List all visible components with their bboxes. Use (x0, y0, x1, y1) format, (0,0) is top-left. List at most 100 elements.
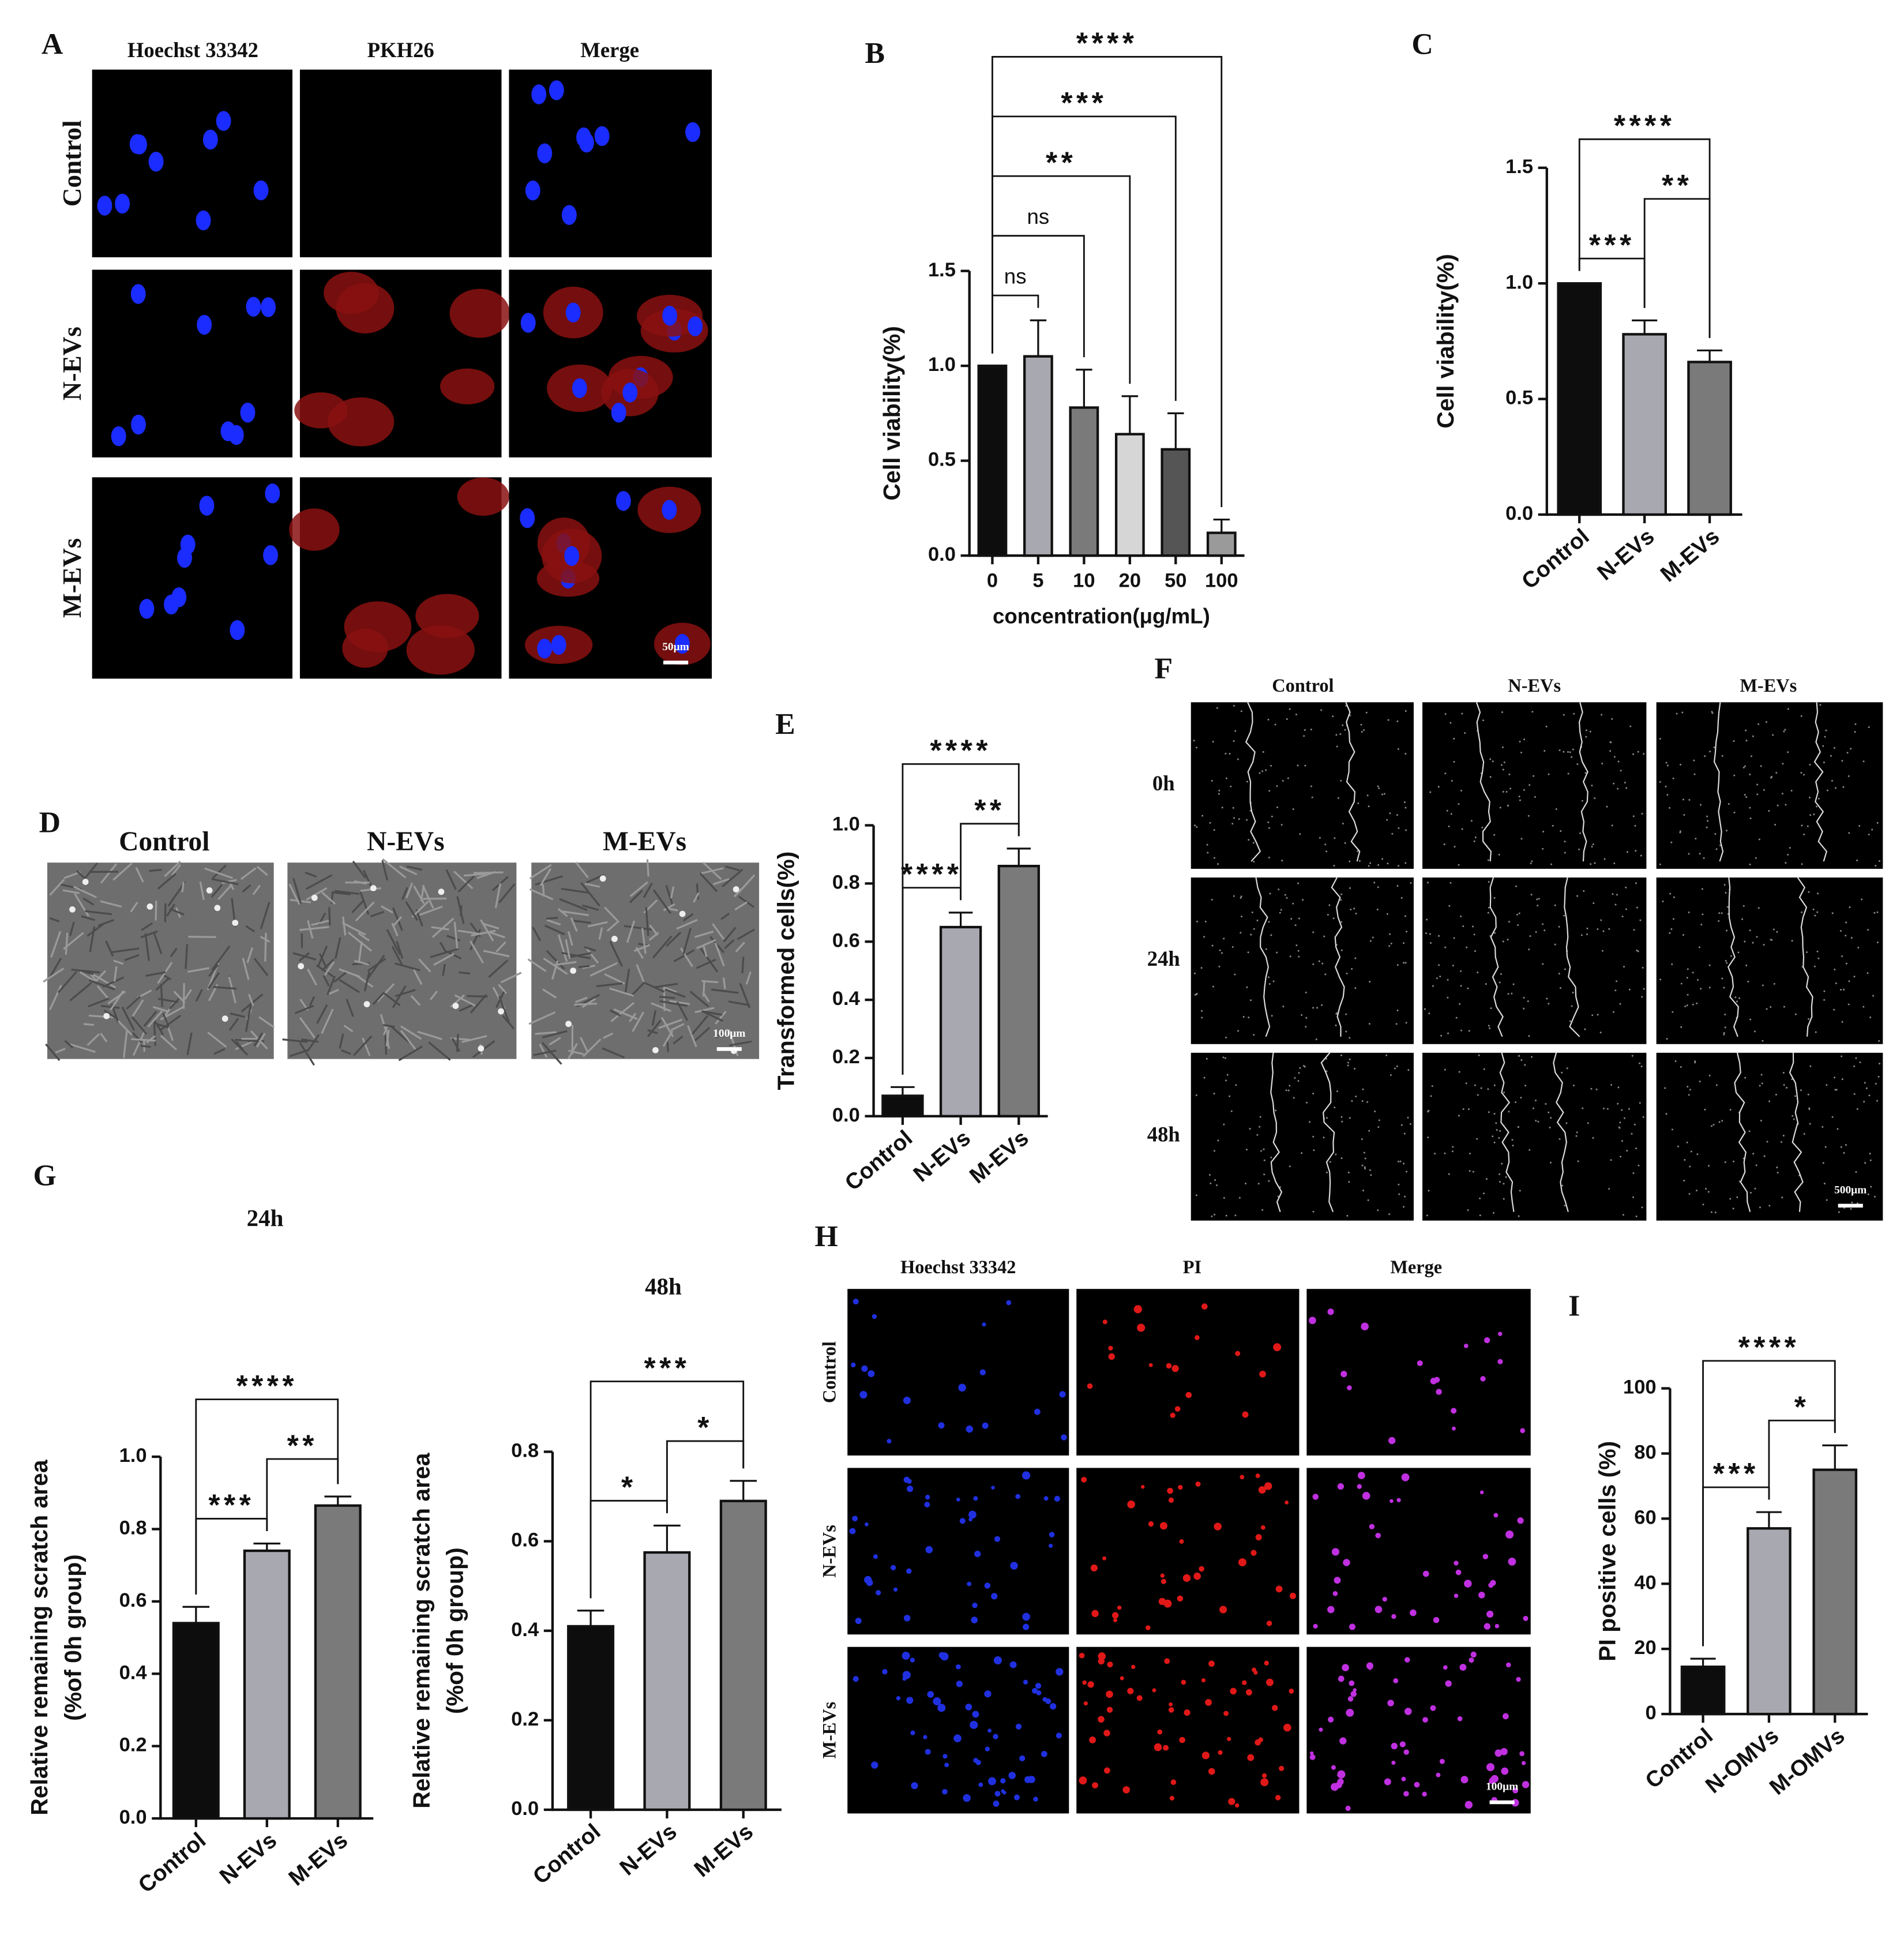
stained-nucleus (902, 1652, 910, 1660)
speckle (1723, 987, 1725, 989)
speckle (1432, 985, 1434, 987)
cell-texture (147, 1010, 163, 1027)
stained-nucleus (1289, 1688, 1294, 1694)
speckle (1315, 1038, 1317, 1041)
stained-nucleus (1439, 1758, 1445, 1764)
stained-nucleus (1266, 1678, 1274, 1686)
speckle (1269, 892, 1271, 895)
y-tick-label: 0.0 (119, 1806, 147, 1828)
blue-nucleus (196, 210, 211, 231)
speckle (1474, 950, 1476, 952)
speckle (1688, 911, 1690, 913)
speckle (1225, 777, 1227, 779)
speckle (1297, 1080, 1300, 1082)
bright-cell (679, 910, 686, 917)
speckle (1632, 1196, 1635, 1198)
cell-texture (164, 903, 167, 922)
speckle (1500, 973, 1502, 975)
stained-nucleus (859, 1391, 867, 1399)
speckle (1548, 773, 1550, 775)
cell-texture (213, 986, 237, 990)
speckle (1809, 1065, 1812, 1067)
y-axis-label: (%of 0h group) (442, 1547, 468, 1714)
stained-nucleus (959, 1518, 966, 1524)
stained-nucleus (1506, 1662, 1511, 1668)
speckle (1313, 1149, 1315, 1152)
cell-texture (89, 926, 96, 952)
speckle (1544, 749, 1546, 752)
speckle (1453, 737, 1455, 740)
speckle (1364, 1166, 1366, 1168)
stained-nucleus (1266, 1621, 1272, 1626)
speckle (1452, 965, 1454, 967)
stained-nucleus (861, 1365, 868, 1372)
speckle (1276, 806, 1279, 808)
cell-texture (235, 1041, 253, 1051)
cell-texture (99, 1032, 108, 1042)
cell-texture (535, 1031, 557, 1035)
cell-texture (362, 1037, 371, 1056)
speckle (1733, 811, 1736, 813)
speckle (1641, 1206, 1643, 1209)
cell-texture (113, 966, 118, 982)
speckle (1713, 747, 1715, 749)
stained-nucleus (1167, 1487, 1173, 1494)
stained-nucleus (1087, 1681, 1094, 1688)
speckle (1593, 902, 1595, 905)
row-label: Control (819, 1341, 840, 1403)
speckle (1564, 841, 1566, 843)
y-tick-label: 0.0 (928, 543, 956, 565)
cell-texture (596, 982, 623, 988)
speckle (1876, 822, 1879, 824)
cell-texture (81, 915, 96, 921)
cell-texture (62, 889, 80, 894)
speckle (1729, 1198, 1732, 1200)
speckle (1759, 1085, 1761, 1087)
blue-nucleus (594, 126, 610, 147)
speckle (1625, 886, 1627, 888)
cell-texture (288, 883, 301, 905)
cell-texture (689, 991, 709, 1008)
speckle (1669, 932, 1671, 934)
speckle (1545, 1102, 1547, 1105)
speckle (1219, 949, 1221, 951)
blue-nucleus (97, 196, 112, 216)
speckle (1304, 764, 1306, 767)
cell-texture (100, 863, 118, 884)
speckle (1789, 847, 1791, 849)
micrograph-background (1076, 1289, 1300, 1456)
speckle (1458, 803, 1460, 805)
cell-texture (168, 998, 180, 1010)
speckle (1737, 951, 1740, 954)
stained-nucleus (1312, 1494, 1319, 1500)
speckle (1610, 1083, 1613, 1086)
speckle (1602, 930, 1605, 932)
speckle (1837, 1128, 1839, 1130)
cell-texture (74, 893, 89, 917)
speckle (1639, 1062, 1641, 1064)
speckle (1856, 1202, 1859, 1205)
scratch-edge (1813, 702, 1828, 862)
significance-label: ns (1027, 205, 1050, 228)
row-label: 48h (1147, 1123, 1180, 1146)
significance-label: ** (287, 1428, 318, 1462)
cell-texture (470, 994, 487, 1014)
speckle (1542, 830, 1545, 832)
cell-texture (529, 888, 554, 901)
stained-nucleus (963, 1794, 971, 1802)
stained-nucleus (1031, 1687, 1038, 1694)
speckle (1355, 912, 1357, 915)
blue-nucleus (537, 143, 553, 164)
cell-texture (662, 1030, 674, 1047)
speckle (1368, 865, 1370, 867)
speckle (1695, 838, 1697, 840)
cell-texture (122, 1030, 128, 1058)
speckle (1505, 790, 1508, 793)
stained-nucleus (1275, 1585, 1283, 1593)
speckle (1686, 1004, 1688, 1007)
speckle (1638, 1164, 1640, 1167)
micrograph (1306, 1647, 1531, 1814)
speckle (1485, 1178, 1488, 1180)
cell-texture (152, 1006, 169, 1012)
speckle (1434, 1153, 1436, 1155)
